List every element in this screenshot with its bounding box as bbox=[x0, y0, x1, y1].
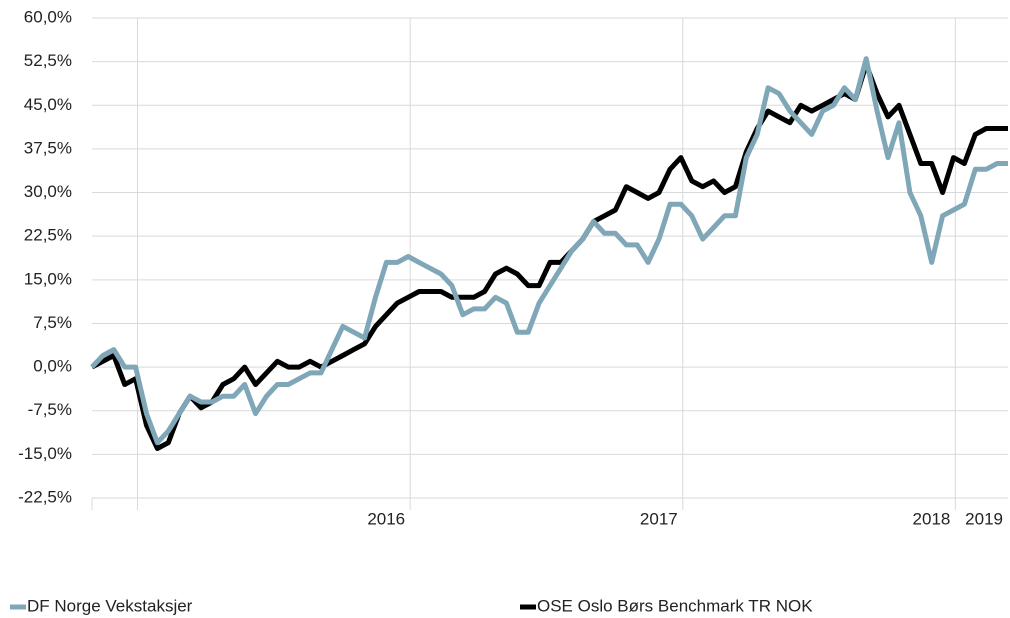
y-tick-label: 45,0% bbox=[24, 95, 72, 114]
x-tick-label: 2019 bbox=[965, 509, 1003, 528]
y-tick-label: 52,5% bbox=[24, 51, 72, 70]
x-tick-label: 2016 bbox=[367, 509, 405, 528]
x-tick-label: 2018 bbox=[913, 509, 951, 528]
y-tick-label: 22,5% bbox=[24, 226, 72, 245]
series-line bbox=[90, 56, 1008, 446]
y-tick-label: 15,0% bbox=[24, 269, 72, 288]
y-tick-label: -7,5% bbox=[28, 400, 72, 419]
x-tick-label: 2017 bbox=[640, 509, 678, 528]
legend-label: DF Norge Vekstaksjer bbox=[27, 596, 193, 615]
y-tick-label: 7,5% bbox=[33, 313, 72, 332]
y-tick-label: -15,0% bbox=[18, 444, 72, 463]
series-line bbox=[90, 62, 1008, 451]
y-tick-label: -22,5% bbox=[18, 487, 72, 506]
y-tick-label: 0,0% bbox=[33, 357, 72, 376]
y-tick-label: 30,0% bbox=[24, 182, 72, 201]
legend-label: OSE Oslo Børs Benchmark TR NOK bbox=[537, 596, 813, 615]
y-tick-label: 60,0% bbox=[24, 7, 72, 26]
y-tick-label: 37,5% bbox=[24, 138, 72, 157]
